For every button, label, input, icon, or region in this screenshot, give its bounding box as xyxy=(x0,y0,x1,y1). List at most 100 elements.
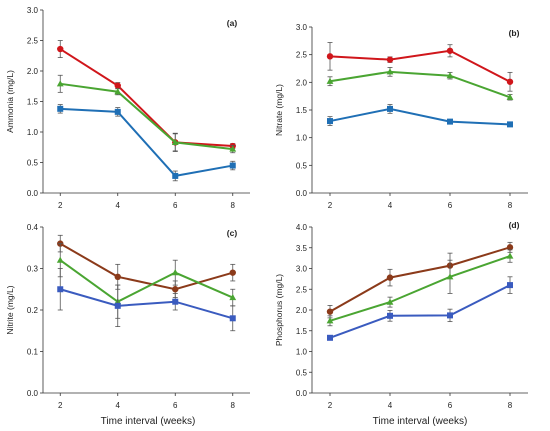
data-point xyxy=(56,80,64,87)
series-3 xyxy=(57,268,236,332)
y-tick-label: 1.0 xyxy=(296,134,308,143)
data-point xyxy=(229,315,236,322)
y-tick-label: 4.0 xyxy=(296,223,308,232)
y-tick-label: 0.5 xyxy=(27,159,39,168)
data-point xyxy=(171,138,179,145)
y-tick-label: 3.0 xyxy=(296,265,308,274)
data-point xyxy=(387,105,393,112)
y-tick-label: 1.5 xyxy=(27,98,39,107)
data-point xyxy=(386,274,394,281)
series-line xyxy=(329,284,511,339)
series-3 xyxy=(327,104,513,128)
x-tick-label: 2 xyxy=(58,401,63,410)
data-point xyxy=(507,282,513,289)
series-1 xyxy=(57,234,236,298)
data-point xyxy=(506,244,514,251)
y-tick-label: 0.3 xyxy=(27,265,39,274)
series-line xyxy=(59,259,234,303)
y-tick-label: 0.0 xyxy=(27,389,39,398)
series-line xyxy=(329,107,511,126)
y-tick-label: 2.5 xyxy=(296,51,308,60)
y-tick-label: 1.5 xyxy=(296,106,308,115)
data-point xyxy=(446,72,454,79)
data-point xyxy=(446,47,454,54)
series-line xyxy=(59,48,233,148)
x-tick-label: 6 xyxy=(448,401,453,410)
series-3 xyxy=(327,276,513,341)
data-point xyxy=(387,312,393,319)
y-tick-label: 3.0 xyxy=(27,6,39,15)
data-point xyxy=(327,118,333,125)
data-point xyxy=(229,145,237,152)
series-2 xyxy=(326,249,514,327)
series-1 xyxy=(326,241,514,319)
data-point xyxy=(506,93,514,100)
y-tick-label: 1.5 xyxy=(296,327,308,336)
x-tick-label: 2 xyxy=(58,201,63,210)
y-tick-label: 0.1 xyxy=(27,348,39,357)
y-axis-label: Nitrate (mg/L) xyxy=(274,84,284,136)
x-tick-label: 4 xyxy=(388,201,393,210)
series-1 xyxy=(57,40,236,152)
data-point xyxy=(507,121,513,128)
data-point xyxy=(114,108,121,115)
x-tick-label: 6 xyxy=(448,201,453,210)
data-point xyxy=(446,273,454,280)
y-axis-label: Ammonia (mg/L) xyxy=(5,70,15,133)
data-point xyxy=(56,256,64,263)
panel-tag: (c) xyxy=(227,228,238,238)
x-tick-label: 2 xyxy=(328,201,333,210)
y-tick-label: 2.0 xyxy=(296,306,308,315)
data-point xyxy=(172,298,179,305)
x-tick-label: 4 xyxy=(116,401,121,410)
series-line xyxy=(59,288,234,320)
y-axis-label: Phosphorus (mg/L) xyxy=(274,274,284,346)
y-tick-label: 3.0 xyxy=(296,23,308,32)
panel-tag: (d) xyxy=(509,220,520,230)
y-tick-label: 2.0 xyxy=(296,78,308,87)
data-point xyxy=(506,252,514,259)
x-tick-label: 8 xyxy=(508,401,513,410)
series-3 xyxy=(57,104,236,182)
x-tick-label: 2 xyxy=(328,401,333,410)
data-point xyxy=(57,286,64,293)
chart-panel-2: 0.0 0.5 1.0 1.5 2.0 2.5 3.0 2 4 6 8 Nitrate (mg/L) (… xyxy=(274,23,528,210)
chart-panel-4: 0.0 0.5 1.0 1.5 2.0 2.5 3.0 3.5 4.0 2 4 6 8 Phosphoru… xyxy=(274,220,528,410)
series-line xyxy=(60,107,233,178)
y-tick-label: 0.0 xyxy=(27,189,39,198)
data-point xyxy=(57,45,64,53)
x-tick-label: 4 xyxy=(116,201,121,210)
data-point xyxy=(57,105,64,112)
y-tick-label: 0.2 xyxy=(27,306,39,315)
y-tick-label: 0.0 xyxy=(296,189,308,198)
series-line xyxy=(329,49,511,83)
panel-tag: (b) xyxy=(509,28,520,38)
series-line xyxy=(329,70,511,99)
y-tick-label: 2.0 xyxy=(27,67,39,76)
y-tick-label: 1.0 xyxy=(296,348,308,357)
data-point xyxy=(447,312,453,319)
data-point xyxy=(172,286,179,293)
data-point xyxy=(326,308,334,315)
chart-panel-1: 0.0 0.5 1.0 1.5 2.0 2.5 3.0 2 4 6 8 Ammonia (mg/L) (… xyxy=(5,6,250,210)
y-axis-label: Nitrite (mg/L) xyxy=(5,285,15,334)
data-point xyxy=(172,172,179,179)
x-tick-label: 6 xyxy=(173,401,178,410)
data-point xyxy=(386,68,394,75)
data-point xyxy=(327,334,333,341)
x-tick-label: 8 xyxy=(231,401,236,410)
y-tick-label: 1.0 xyxy=(27,128,39,137)
y-tick-label: 0.5 xyxy=(296,368,308,377)
data-point xyxy=(386,56,394,63)
data-point xyxy=(326,317,334,324)
data-point xyxy=(171,269,179,276)
chart-panel-3: 0.0 0.1 0.2 0.3 0.4 2 4 6 8 Nitrite (mg/L) (c) xyxy=(5,223,250,410)
y-tick-label: 3.5 xyxy=(296,244,308,253)
series-2 xyxy=(56,74,237,154)
y-tick-label: 0.0 xyxy=(296,389,308,398)
x-tick-label: 8 xyxy=(231,201,236,210)
data-point xyxy=(506,78,514,85)
series-line xyxy=(329,246,511,313)
y-tick-label: 0.4 xyxy=(27,223,39,232)
